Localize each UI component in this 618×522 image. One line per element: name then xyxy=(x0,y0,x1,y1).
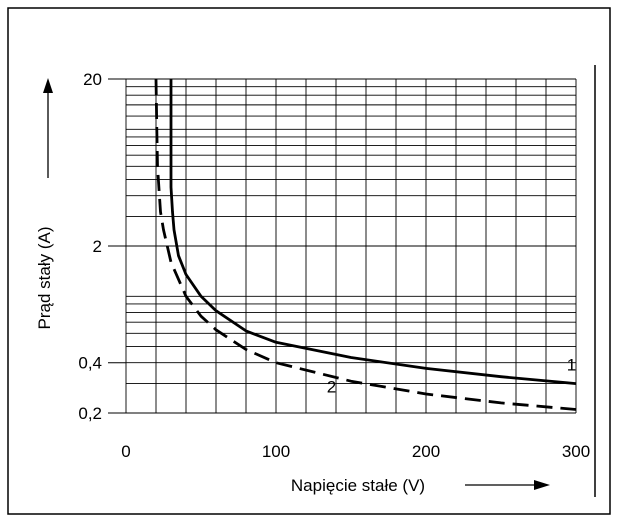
grid xyxy=(125,78,577,414)
series: 12 xyxy=(154,78,577,411)
y-axis-arrow-head xyxy=(43,78,53,93)
series-line-1 xyxy=(169,79,577,385)
series-label-2: 2 xyxy=(327,378,336,397)
outer-frame xyxy=(7,7,611,515)
series-label-1: 1 xyxy=(567,355,576,374)
x-axis-title: Napięcie stałe (V) xyxy=(291,476,425,495)
y-axis-title: Prąd stały (A) xyxy=(35,227,54,330)
y-tick-label: 0,2 xyxy=(78,404,102,423)
y-tick-label: 0,4 xyxy=(78,354,102,373)
series-line-2 xyxy=(154,78,577,411)
x-tick-label: 300 xyxy=(562,442,590,461)
axis-titles: Napięcie stałe (V) Prąd stały (A) xyxy=(35,227,425,495)
y-tick-label: 20 xyxy=(83,70,102,89)
x-tick-label: 200 xyxy=(412,442,440,461)
axis-arrows xyxy=(43,78,550,490)
y-tick-label: 2 xyxy=(93,237,102,256)
x-tick-label: 0 xyxy=(121,442,130,461)
x-axis-arrow-head xyxy=(534,480,550,490)
x-tick-label: 100 xyxy=(262,442,290,461)
